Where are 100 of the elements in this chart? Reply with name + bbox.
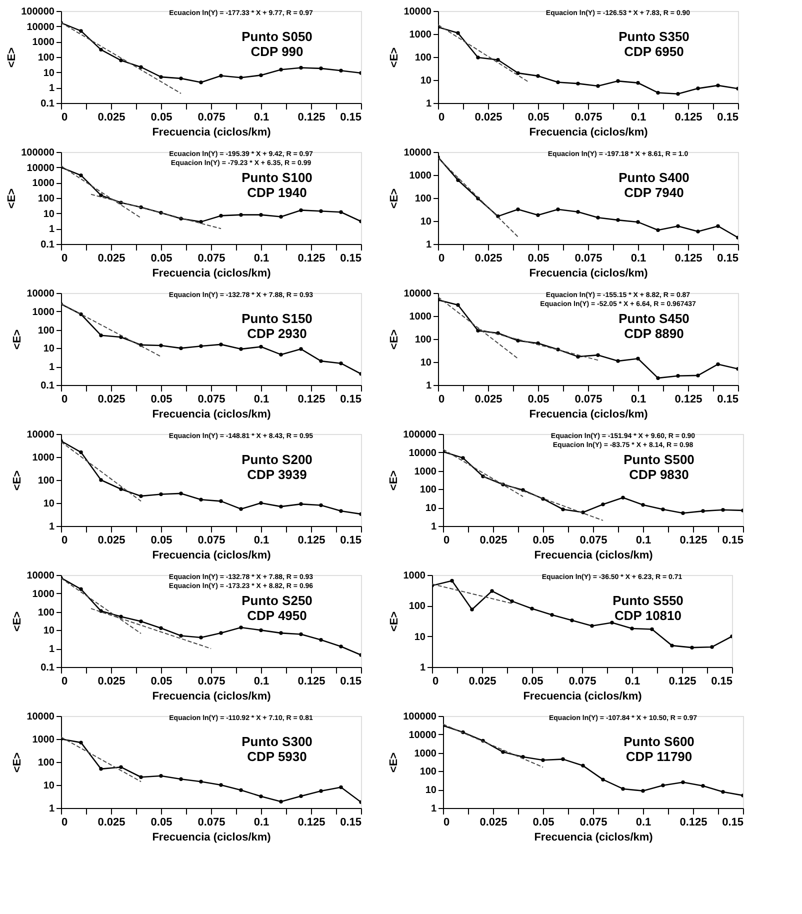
text: CDP 4950: [247, 608, 307, 623]
x-tick-label: 0.125: [674, 252, 702, 264]
x-axis-title: Frecuencia (ciclos/km): [534, 550, 654, 562]
x-tick-label: 0.125: [680, 534, 708, 546]
y-tick-label: 1: [48, 644, 55, 656]
y-axis-title: <E>: [388, 188, 401, 209]
y-tick-label: 1000: [32, 734, 55, 746]
x-tick-label: 0.075: [198, 394, 226, 406]
x-tick-label: 0: [62, 394, 68, 406]
x-tick-label: 0.05: [150, 394, 172, 406]
y-tick-label: 1: [420, 662, 426, 674]
y-tick-label: 10000: [26, 288, 55, 300]
x-tick-label: 0.1: [636, 816, 652, 828]
x-tick-label: 0: [444, 534, 450, 546]
y-tick-label: 100000: [403, 712, 437, 722]
x-tick-label: 0.125: [668, 676, 696, 688]
x-axis-title: Frecuencia (ciclos/km): [529, 408, 648, 420]
y-tick-label: 10: [420, 358, 432, 368]
y-tick-label: 0.1: [40, 380, 55, 392]
y-tick-label: 10000: [404, 6, 432, 18]
x-tick-label: 0.025: [474, 394, 502, 406]
x-tick-label: 0.1: [254, 534, 270, 546]
y-tick-label: 10: [43, 780, 55, 792]
text: CDP 7940: [624, 184, 684, 200]
x-tick-label: 0.15: [717, 112, 738, 124]
x-axis-title: Frecuencia (ciclos/km): [523, 690, 642, 702]
y-tick-label: 1000: [32, 37, 55, 48]
text: Punto S050: [242, 28, 312, 44]
x-axis-title: Frecuencia (ciclos/km): [529, 126, 648, 138]
y-tick-label: 1: [430, 804, 437, 814]
x-axis-title: Frecuencia (ciclos/km): [152, 408, 272, 420]
y-tick-label: 1000: [32, 178, 55, 190]
x-tick-label: 0.1: [630, 394, 646, 406]
y-tick-label: 10: [43, 498, 55, 510]
x-axis-title: Frecuencia (ciclos/km): [534, 832, 654, 844]
x-tick-label: 0.15: [340, 676, 362, 688]
y-axis-title: <E>: [388, 752, 400, 773]
x-tick-label: 0.15: [340, 534, 362, 546]
y-axis-title: <E>: [6, 47, 18, 68]
x-tick-label: 0.1: [630, 252, 646, 264]
x-tick-label: 0.075: [198, 534, 226, 546]
x-tick-label: 0.15: [340, 394, 362, 406]
x-tick-label: 0.075: [198, 252, 226, 264]
y-tick-label: 100000: [21, 148, 55, 158]
y-tick-label: 100: [420, 766, 437, 778]
y-tick-label: 1: [426, 98, 432, 110]
x-tick-label: 0.125: [674, 394, 702, 406]
x-tick-label: 0: [62, 534, 68, 546]
text: CDP 6950: [624, 44, 684, 59]
x-tick-label: 0.1: [636, 534, 652, 546]
x-tick-label: 0.05: [528, 112, 550, 124]
y-tick-label: 10: [420, 76, 432, 86]
y-tick-label: 10: [425, 503, 437, 514]
y-tick-label: 10000: [408, 730, 437, 741]
text: CDP 3939: [247, 466, 307, 482]
text: Punto S500: [624, 452, 694, 467]
x-tick-label: 0.075: [574, 394, 602, 406]
y-axis-title: <E>: [388, 611, 400, 632]
y-tick-label: 0.1: [40, 240, 55, 250]
y-tick-label: 100: [408, 601, 426, 612]
x-axis-title: Frecuencia (ciclos/km): [152, 126, 272, 138]
x-tick-label: 0.1: [630, 112, 646, 124]
x-tick-label: 0.1: [254, 676, 270, 688]
x-tick-label: 0.025: [480, 534, 508, 546]
text: CDP 11790: [626, 748, 692, 764]
x-tick-label: 0.025: [474, 112, 502, 124]
x-tick-label: 0: [444, 816, 450, 828]
x-tick-label: 0.05: [150, 676, 172, 688]
y-tick-label: 10000: [26, 22, 55, 33]
y-tick-label: 10000: [404, 148, 432, 158]
y-tick-label: 100: [38, 476, 55, 486]
x-tick-label: 0: [62, 816, 68, 828]
y-tick-label: 10: [43, 344, 55, 355]
x-tick-label: 0.025: [98, 676, 126, 688]
x-tick-label: 0.15: [717, 252, 738, 264]
x-tick-label: 0.075: [568, 676, 596, 688]
x-tick-label: 0.15: [340, 816, 362, 828]
y-tick-label: 1: [48, 804, 55, 814]
text: CDP 1940: [247, 184, 307, 200]
y-tick-label: 1000: [32, 588, 55, 600]
text: Punto S450: [618, 310, 690, 326]
x-tick-label: 0: [62, 252, 68, 264]
y-tick-label: 1000: [414, 466, 437, 478]
y-tick-label: 100: [414, 334, 432, 346]
y-tick-label: 1: [426, 240, 432, 250]
y-tick-label: 1: [48, 362, 55, 374]
x-tick-label: 0.075: [198, 676, 226, 688]
x-tick-label: 0.125: [298, 394, 326, 406]
y-tick-label: 100: [38, 758, 55, 768]
y-tick-label: 1000: [409, 170, 432, 182]
x-tick-label: 0.05: [528, 252, 550, 264]
x-tick-label: 0.025: [98, 252, 126, 264]
y-tick-label: 10: [420, 216, 432, 228]
y-tick-label: 1: [48, 224, 55, 236]
y-tick-label: 10000: [26, 570, 55, 582]
text: CDP 10810: [614, 608, 682, 623]
x-tick-label: 0.05: [532, 534, 554, 546]
x-tick-label: 0.025: [480, 816, 508, 828]
y-tick-label: 10000: [404, 288, 432, 300]
x-tick-label: 0.025: [468, 676, 496, 688]
